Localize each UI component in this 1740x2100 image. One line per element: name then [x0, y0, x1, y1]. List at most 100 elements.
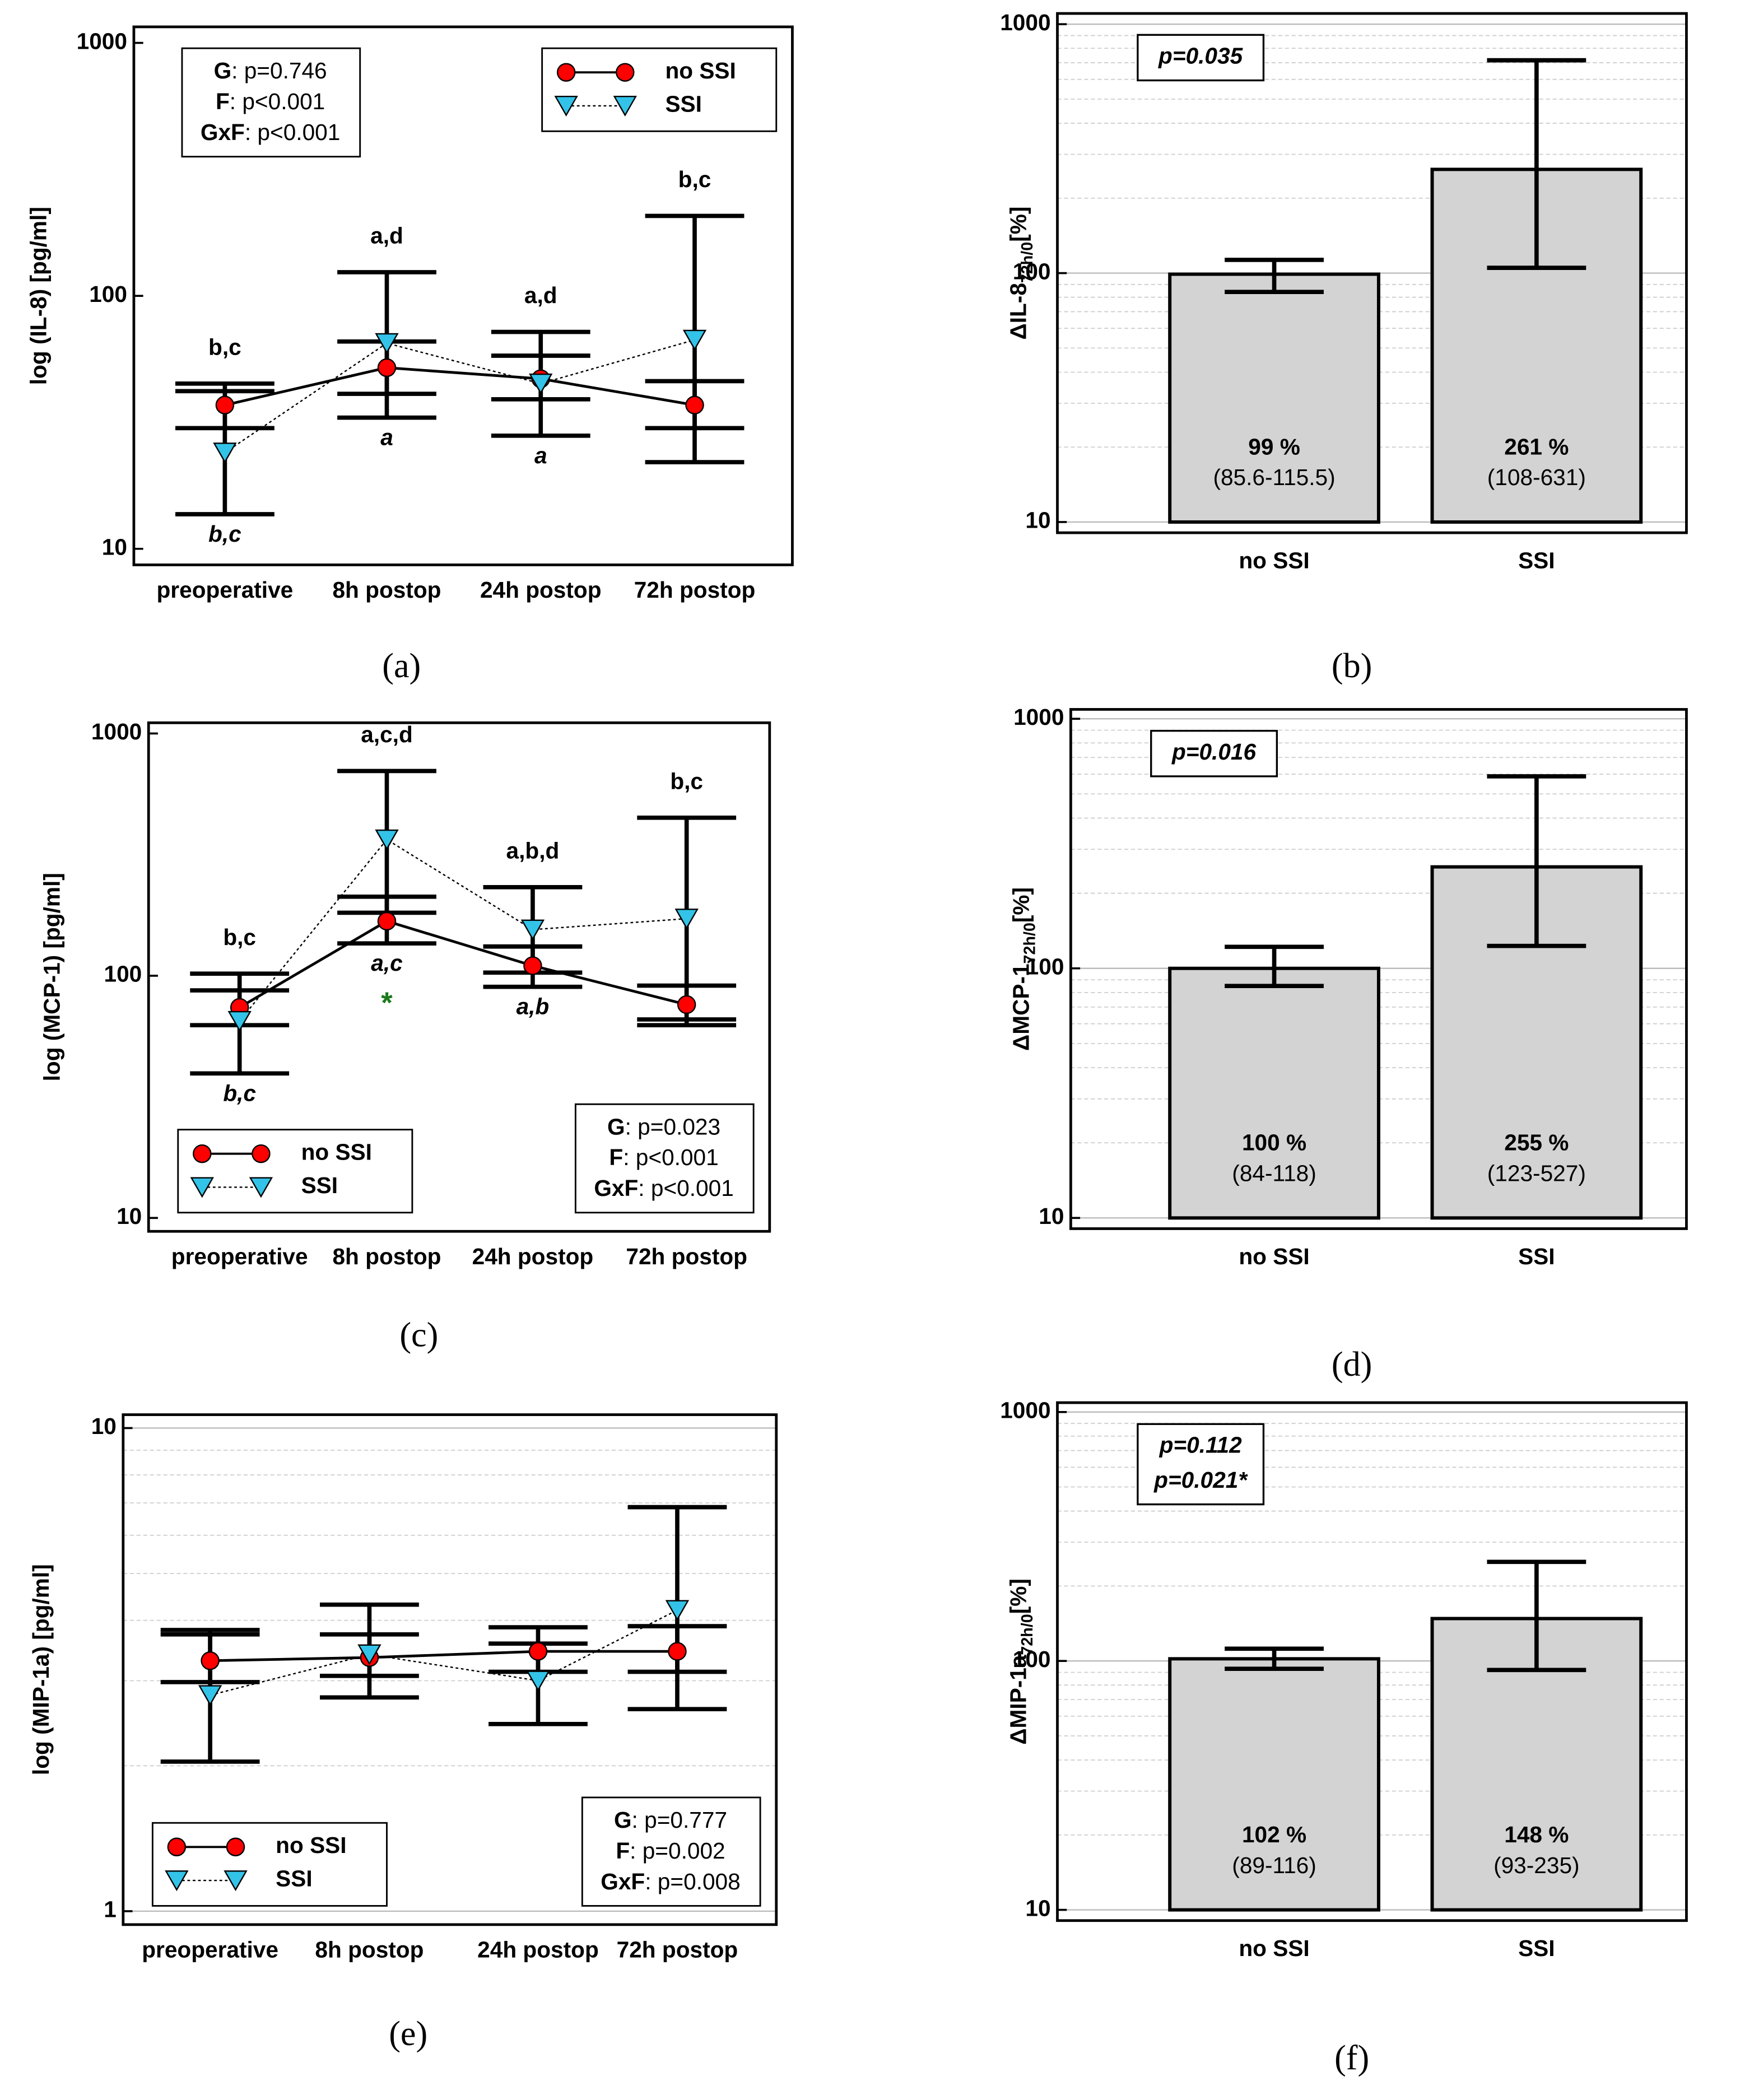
panel-label: (e)	[389, 2015, 427, 2053]
y-tick-label: 1	[104, 1897, 117, 1922]
series-line	[239, 919, 687, 1009]
annotation: a,c	[371, 950, 402, 976]
point	[665, 1600, 690, 1621]
y-tick-label: 10	[1039, 1203, 1064, 1229]
x-tick-label: no SSI	[1239, 547, 1309, 573]
p-value: p=0.016	[1171, 739, 1257, 765]
series-line	[210, 1650, 677, 1663]
point	[201, 1651, 220, 1670]
error-bar	[1487, 1559, 1587, 1673]
stats-p: : p<0.001	[245, 119, 341, 145]
stats-box	[181, 47, 361, 158]
x-tick-label: SSI	[1518, 1244, 1555, 1269]
series-line	[224, 366, 695, 407]
legend-label: no SSI	[276, 1832, 346, 1858]
point	[377, 358, 397, 378]
annotation: b,c	[223, 1080, 256, 1106]
stats-p: : p=0.746	[231, 58, 327, 83]
p-value-box	[1137, 34, 1265, 82]
annotation: a	[380, 425, 393, 450]
x-tick-label: no SSI	[1239, 1244, 1309, 1269]
error-bar	[1487, 58, 1587, 270]
error-bar	[1225, 258, 1324, 295]
range-label: (85.6-115.5)	[1213, 464, 1335, 490]
annotation: b,c	[678, 166, 711, 192]
legend-marker	[252, 1144, 271, 1163]
legend-marker	[193, 1144, 212, 1163]
point	[520, 919, 545, 940]
p-value: p=0.021*	[1153, 1467, 1248, 1493]
stats-factor: G	[607, 1114, 625, 1139]
stats-box	[581, 1796, 761, 1907]
range-label: (89-116)	[1232, 1852, 1316, 1878]
plot-frame	[1056, 1401, 1688, 1922]
x-tick-label: SSI	[1518, 547, 1555, 573]
x-tick-label: preoperative	[171, 1244, 308, 1269]
y-tick-label: 1000	[1000, 1398, 1050, 1423]
x-tick-label: 72h postop	[617, 1936, 738, 1962]
point	[357, 1644, 382, 1665]
point	[682, 329, 707, 351]
bar	[1168, 1657, 1380, 1912]
y-tick-label: 1000	[1013, 704, 1064, 730]
stats-line: GxF: p=0.008	[601, 1869, 740, 1894]
annotation: a	[534, 443, 547, 468]
y-tick-label: 100	[1013, 1646, 1051, 1672]
legend-label: SSI	[301, 1172, 338, 1198]
range-label: (108-631)	[1487, 464, 1586, 490]
value-label: 261 %	[1504, 434, 1569, 459]
y-axis-label-unit: [%]	[1005, 1579, 1031, 1614]
stats-p: : p<0.001	[623, 1144, 719, 1170]
point	[227, 1011, 252, 1032]
y-axis-label: log (IL-8) [pg/ml]	[25, 207, 51, 385]
range-label: (84-118)	[1232, 1161, 1316, 1186]
error-bar	[1225, 944, 1324, 989]
x-tick-label: SSI	[1518, 1935, 1555, 1961]
x-tick-label: 8h postop	[332, 1244, 441, 1269]
stats-factor: G	[614, 1807, 632, 1833]
legend-label: SSI	[665, 91, 701, 117]
legend-marker	[165, 1870, 189, 1892]
point	[523, 956, 542, 975]
x-tick-label: 72h postop	[634, 577, 756, 603]
range-label: (93-235)	[1494, 1852, 1580, 1878]
stats-p: : p=0.008	[645, 1869, 741, 1894]
y-tick-label: 10	[102, 534, 127, 560]
panel-label: (d)	[1332, 1345, 1372, 1384]
legend-marker	[554, 95, 578, 117]
y-tick-label: 10	[91, 1413, 117, 1439]
annotation: b,c	[670, 768, 703, 794]
annotation: b,c	[223, 924, 256, 950]
legend-box	[177, 1129, 413, 1214]
y-axis-label: log (MCP-1) [pg/ml]	[39, 873, 64, 1081]
legend-marker	[190, 1177, 214, 1198]
stats-p: : p<0.001	[230, 89, 325, 114]
x-tick-label: 8h postop	[315, 1936, 424, 1962]
legend-marker	[167, 1837, 187, 1857]
annotation: b,c	[208, 334, 241, 360]
panel-label: (b)	[1332, 647, 1372, 685]
p-value-box	[1150, 729, 1278, 777]
p-value-box	[1137, 1423, 1265, 1506]
stats-line: F: p<0.001	[609, 1144, 718, 1170]
stats-p: : p=0.002	[630, 1838, 725, 1864]
legend-marker	[226, 1837, 245, 1857]
annotation: a,d	[524, 282, 557, 308]
value-label: 255 %	[1504, 1130, 1569, 1156]
y-axis-label-unit: [%]	[1008, 887, 1034, 923]
y-axis-label-main: ΔMIP-1a	[1005, 1655, 1031, 1744]
bar	[1168, 966, 1380, 1220]
point	[674, 909, 699, 930]
y-axis-label-main: ΔMCP-1	[1008, 963, 1034, 1051]
legend-label: no SSI	[665, 58, 736, 83]
y-tick-label: 100	[1013, 258, 1051, 284]
plot-frame	[1056, 12, 1688, 534]
value-label: 100 %	[1242, 1130, 1306, 1156]
point	[215, 395, 235, 415]
stats-line: GxF: p<0.001	[594, 1175, 733, 1201]
p-value: p=0.112	[1159, 1432, 1243, 1458]
point	[529, 373, 553, 394]
stats-factor: F	[609, 1144, 623, 1170]
